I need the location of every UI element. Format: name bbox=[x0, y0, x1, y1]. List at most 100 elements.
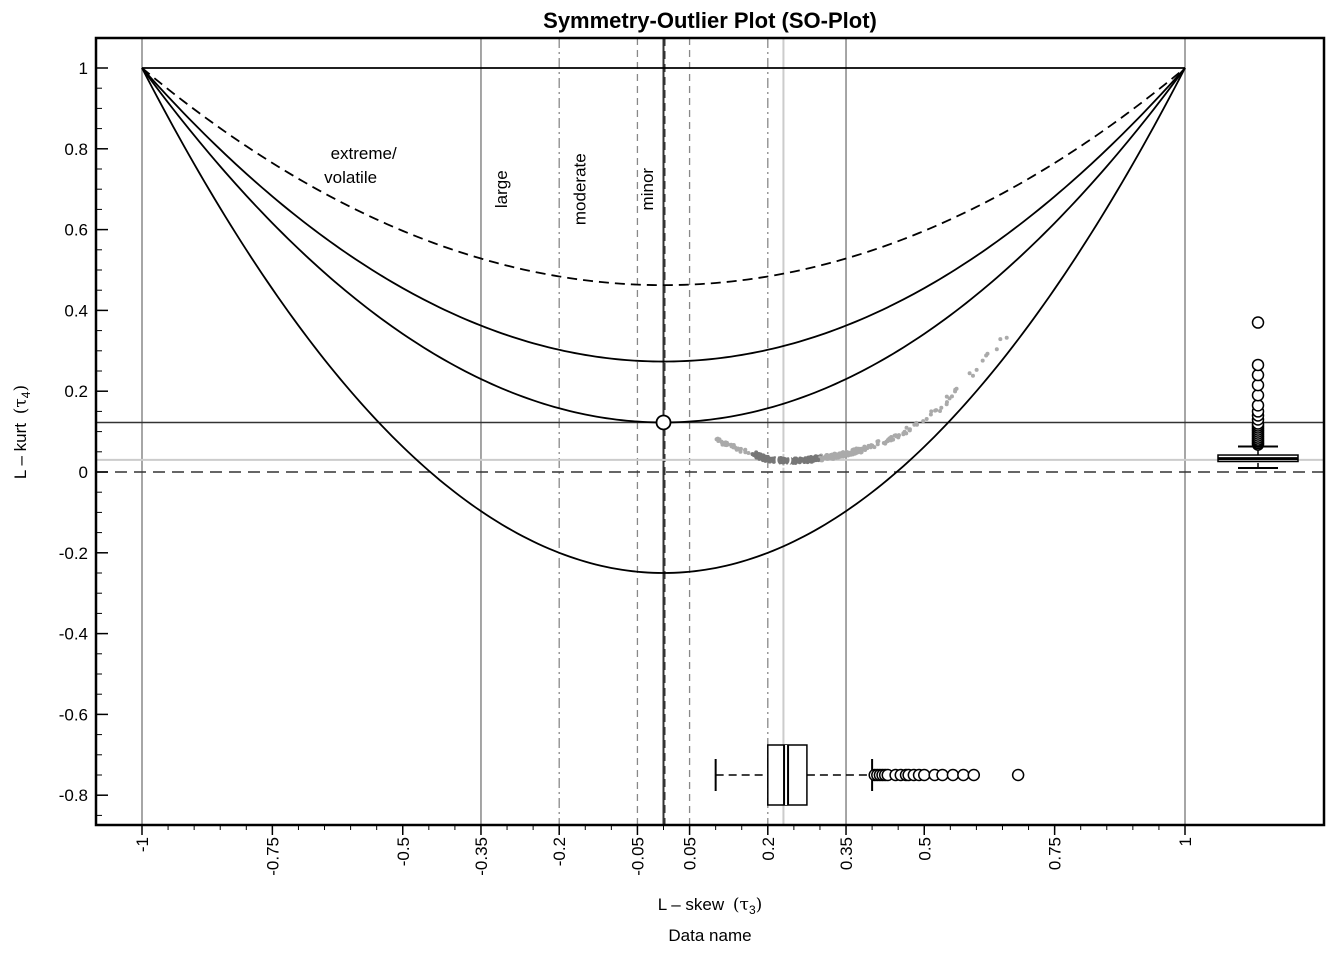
scatter-point bbox=[738, 447, 743, 452]
scatter-point bbox=[862, 445, 867, 450]
scatter-point bbox=[796, 458, 801, 463]
scatter-point bbox=[944, 400, 949, 405]
symmetric-reference-point bbox=[655, 414, 672, 431]
boundary-curve-0 bbox=[141, 67, 1186, 287]
x-box-outlier bbox=[918, 768, 931, 782]
y-axis-symbol: (τ bbox=[11, 398, 31, 414]
region-label-3: moderate bbox=[570, 153, 589, 225]
x-tick-label-1: -0.75 bbox=[263, 837, 282, 876]
reference-points-layer bbox=[655, 414, 792, 468]
data-name-label: Data name bbox=[668, 926, 751, 945]
scatter-point bbox=[967, 371, 972, 376]
scatter-point bbox=[840, 453, 845, 458]
scatter-point bbox=[837, 452, 842, 456]
y-tick-label-3: 0.4 bbox=[64, 301, 88, 320]
scatter-point bbox=[929, 409, 934, 414]
reference-lines-layer bbox=[96, 38, 1324, 825]
region-label-4: minor bbox=[638, 168, 657, 211]
y-tick-label-6: -0.2 bbox=[59, 544, 88, 563]
scatter-point bbox=[994, 347, 999, 352]
scatter-point bbox=[907, 428, 912, 433]
boundary-curve-3 bbox=[141, 67, 1186, 574]
x-tick-label-0: -1 bbox=[133, 837, 152, 852]
scatter-point bbox=[938, 409, 943, 414]
scatter-point bbox=[850, 448, 855, 453]
x-box-outlier bbox=[1011, 768, 1025, 782]
scatter-point bbox=[933, 408, 938, 413]
scatter-point bbox=[726, 442, 731, 447]
scatter-point bbox=[824, 453, 829, 458]
chart-title: Symmetry-Outlier Plot (SO-Plot) bbox=[543, 8, 877, 33]
x-tick-label-4: -0.2 bbox=[550, 837, 569, 866]
y-axis-label-text: L – kurt bbox=[11, 423, 30, 479]
x-box-outlier bbox=[946, 768, 960, 782]
scatter-point bbox=[985, 351, 990, 356]
y-tick-label-2: 0.6 bbox=[64, 221, 88, 240]
scatter-point bbox=[921, 419, 926, 424]
x-axis-symbol: (τ bbox=[733, 895, 749, 915]
y-axis-symbol-close: ) bbox=[11, 385, 31, 392]
scatter-point bbox=[980, 358, 985, 363]
scatter-point bbox=[743, 447, 748, 452]
y-tick-label-5: 0 bbox=[79, 463, 88, 482]
scatter-point bbox=[715, 436, 720, 441]
scatter-point bbox=[804, 457, 809, 462]
x-axis: -1 -0.75 -0.5 -0.35 -0.2 -0.05 0.05 0.2 0.35 0.5 0… bbox=[133, 825, 1195, 876]
boxplot-layer bbox=[714, 316, 1299, 806]
scatter-point bbox=[746, 450, 751, 455]
scatter-point bbox=[760, 453, 765, 458]
y-tick-label-1: 0.8 bbox=[64, 140, 88, 159]
x-axis-label-text: L – skew bbox=[658, 895, 725, 914]
sample-mean-point bbox=[775, 451, 792, 468]
scatter-point bbox=[875, 439, 880, 444]
region-labels-layer: extreme/volatile large moderate minor bbox=[324, 144, 657, 225]
x-tick-label-9: 0.5 bbox=[915, 837, 934, 861]
y-tick-label-9: -0.8 bbox=[59, 786, 88, 805]
scatter-point bbox=[750, 452, 755, 457]
scatter-point bbox=[765, 458, 770, 463]
region-label-0: extreme/ bbox=[331, 144, 397, 163]
scatter-point bbox=[858, 448, 863, 453]
scatter-point bbox=[896, 433, 901, 438]
scatter-point bbox=[944, 394, 949, 399]
boundary-curve-1 bbox=[141, 67, 1186, 363]
scatter-point bbox=[914, 422, 919, 427]
y-axis-label: L – kurt (τ4) bbox=[11, 385, 33, 479]
scatter-point bbox=[891, 437, 896, 442]
x-tick-label-6: 0.05 bbox=[681, 837, 700, 870]
y-tick-label-7: -0.4 bbox=[59, 625, 88, 644]
x-box-outlier bbox=[936, 768, 949, 782]
y-box-outlier bbox=[1251, 358, 1265, 372]
x-axis-symbol-close: ) bbox=[756, 895, 763, 915]
scatter-point bbox=[845, 450, 850, 455]
x-axis-symbol-subscript: 3 bbox=[749, 903, 756, 917]
scatter-point bbox=[821, 455, 826, 460]
scatter-point bbox=[924, 417, 929, 421]
scatter-point bbox=[998, 337, 1003, 342]
scatter-point bbox=[939, 405, 944, 410]
x-box-outlier bbox=[967, 768, 981, 782]
x-tick-label-5: -0.05 bbox=[628, 837, 647, 876]
scatter-point bbox=[892, 433, 897, 438]
scatter-point bbox=[865, 446, 870, 451]
x-tick-label-11: 1 bbox=[1176, 837, 1195, 846]
scatter-point bbox=[733, 445, 738, 450]
x-tick-label-2: -0.5 bbox=[394, 837, 413, 866]
scatter-point bbox=[723, 442, 728, 447]
x-box-outlier bbox=[957, 768, 970, 782]
scatter-point bbox=[831, 455, 836, 460]
x-tick-label-10: 0.75 bbox=[1046, 837, 1065, 870]
y-tick-label-0: 1 bbox=[79, 59, 88, 78]
y-tick-label-8: -0.6 bbox=[59, 705, 88, 724]
scatter-point bbox=[814, 456, 819, 461]
scatter-point bbox=[799, 457, 804, 462]
y-tick-label-4: 0.2 bbox=[64, 382, 88, 401]
y-axis-symbol-subscript: 4 bbox=[19, 391, 33, 398]
scatter-point bbox=[784, 458, 789, 463]
x-tick-label-3: -0.35 bbox=[472, 837, 491, 876]
plot-frame bbox=[94, 36, 1326, 827]
scatter-point bbox=[949, 394, 954, 399]
x-axis-label: L – skew (τ3) bbox=[658, 895, 763, 917]
scatter-point bbox=[928, 412, 933, 417]
